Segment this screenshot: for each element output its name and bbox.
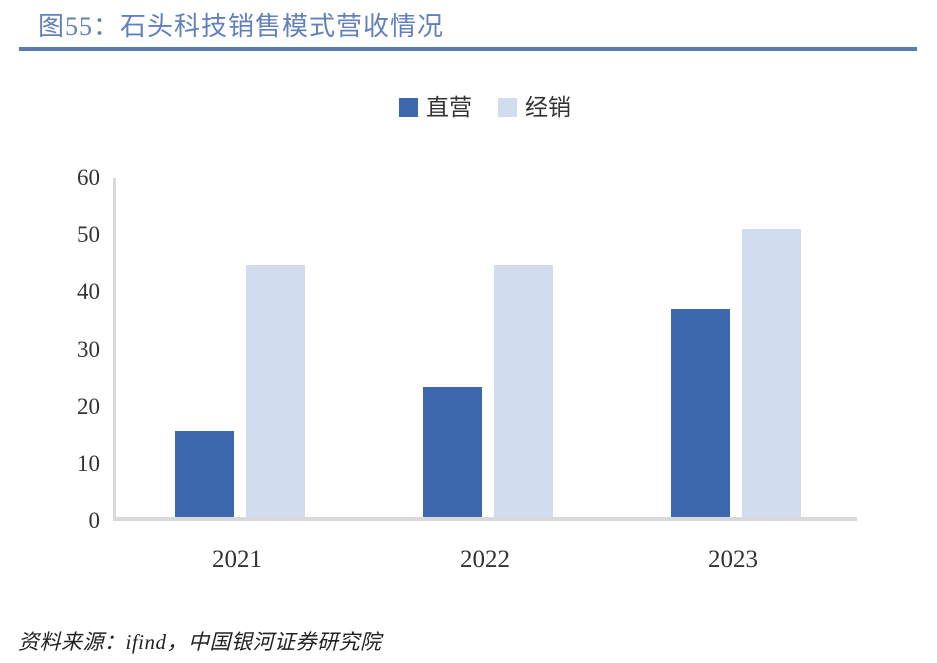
- x-label-2022: 2022: [460, 546, 510, 573]
- bar-直营-2021: [175, 431, 234, 517]
- y-tick-40: 40: [77, 279, 100, 304]
- source-note: 资料来源：ifind，中国银河证券研究院: [18, 630, 382, 654]
- bar-经销-2021: [246, 265, 305, 517]
- legend-swatch-direct: [399, 98, 418, 117]
- figure-title: 图55：石头科技销售模式营收情况: [38, 12, 445, 41]
- legend-item-distribution: 经销: [498, 96, 571, 119]
- legend-swatch-distribution: [498, 98, 517, 117]
- bar-直营-2022: [423, 387, 482, 517]
- y-tick-60: 60: [77, 165, 100, 190]
- title-divider: [19, 47, 917, 51]
- chart-legend: 直营 经销: [113, 96, 857, 119]
- plot-area: [113, 178, 857, 521]
- y-tick-0: 0: [88, 508, 101, 533]
- y-tick-20: 20: [77, 394, 100, 419]
- bar-直营-2023: [671, 309, 730, 517]
- legend-label-distribution: 经销: [525, 95, 571, 120]
- y-tick-30: 30: [77, 337, 100, 362]
- y-tick-50: 50: [77, 222, 100, 247]
- x-axis-labels: 2021 2022 2023: [113, 546, 857, 578]
- bar-经销-2023: [742, 229, 801, 517]
- x-label-2023: 2023: [708, 546, 758, 573]
- y-tick-10: 10: [77, 451, 100, 476]
- legend-item-direct: 直营: [399, 96, 472, 119]
- legend-label-direct: 直营: [426, 95, 472, 120]
- bar-经销-2022: [494, 265, 553, 517]
- y-axis-tick-labels: 0 10 20 30 40 50 60: [0, 166, 100, 533]
- x-label-2021: 2021: [212, 546, 262, 573]
